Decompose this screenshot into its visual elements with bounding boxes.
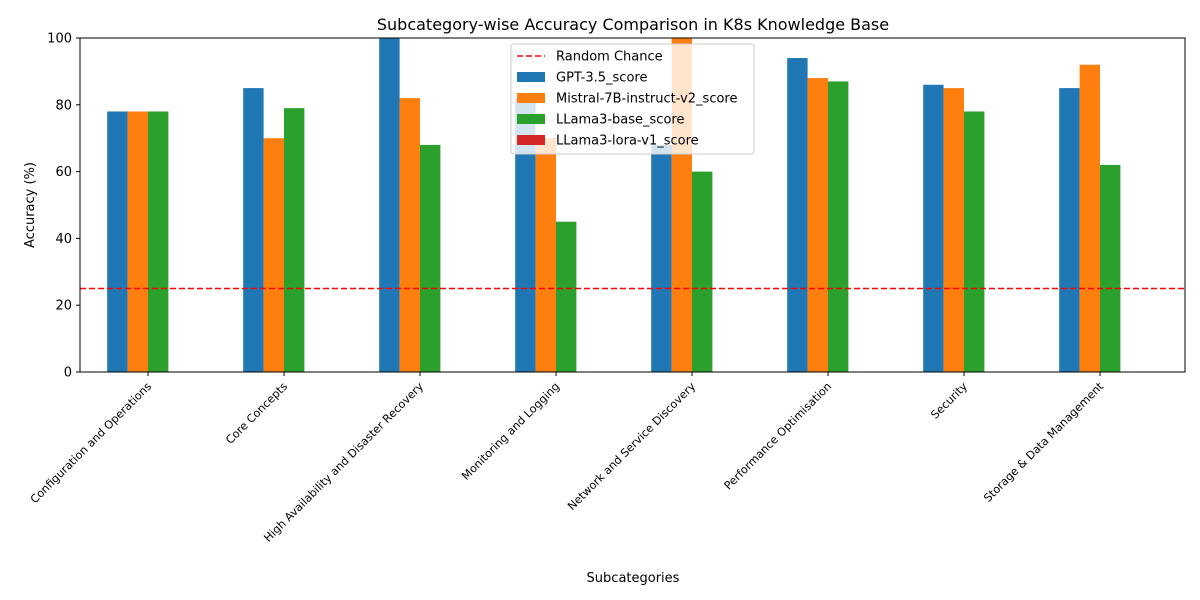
bar-GPT-3.5_score-6	[923, 84, 944, 372]
legend-swatch	[517, 93, 545, 103]
bar-Mistral-7B-instruct-v2_score-3	[535, 138, 556, 372]
chart-title: Subcategory-wise Accuracy Comparison in …	[377, 15, 889, 34]
bar-LLama3-base_score-7	[1100, 164, 1121, 372]
legend-label: Random Chance	[556, 50, 663, 65]
bar-LLama3-base_score-6	[964, 111, 985, 372]
bar-LLama3-base_score-4	[692, 171, 713, 372]
bar-LLama3-base_score-0	[148, 111, 169, 372]
legend-label: GPT-3.5_score	[556, 71, 647, 86]
x-tick-label: Core Concepts	[223, 380, 290, 447]
x-tick-label: Monitoring and Logging	[459, 380, 562, 483]
x-tick-label: Performance Optimisation	[722, 380, 834, 492]
bar-LLama3-base_score-3	[556, 221, 577, 372]
y-tick-label: 80	[55, 98, 72, 113]
y-tick-label: 100	[47, 32, 72, 47]
x-tick-label: Configuration and Operations	[28, 380, 154, 506]
legend-swatch	[517, 114, 545, 124]
y-axis-label: Accuracy (%)	[23, 162, 38, 248]
bar-GPT-3.5_score-4	[651, 144, 672, 372]
bar-GPT-3.5_score-5	[787, 58, 808, 372]
bar-Mistral-7B-instruct-v2_score-2	[399, 98, 420, 372]
plot-frame	[79, 37, 1186, 373]
bar-Mistral-7B-instruct-v2_score-7	[1079, 64, 1100, 372]
x-tick-label: High Availability and Disaster Recovery	[261, 380, 426, 545]
y-tick-label: 0	[64, 366, 72, 381]
bar-LLama3-base_score-5	[828, 81, 849, 372]
bar-GPT-3.5_score-0	[107, 111, 128, 372]
legend-swatch	[517, 135, 545, 145]
bar-GPT-3.5_score-2	[379, 38, 400, 372]
bar-LLama3-base_score-1	[284, 108, 305, 372]
y-tick-label: 20	[55, 299, 72, 314]
legend-swatch	[517, 72, 545, 82]
bar-LLama3-base_score-2	[420, 144, 441, 372]
bar-Mistral-7B-instruct-v2_score-1	[263, 138, 284, 372]
x-tick-label: Network and Service Discovery	[565, 380, 698, 513]
x-tick-label: Storage & Data Management	[981, 379, 1106, 504]
bar-Mistral-7B-instruct-v2_score-0	[127, 111, 148, 372]
legend-label: LLama3-base_score	[556, 113, 684, 128]
x-tick-label: Security	[928, 380, 970, 422]
bar-GPT-3.5_score-3	[515, 98, 536, 372]
x-axis-label: Subcategories	[587, 571, 680, 586]
y-tick-label: 60	[55, 165, 72, 180]
bars	[107, 38, 1121, 372]
legend-box	[510, 43, 755, 155]
bar-Mistral-7B-instruct-v2_score-6	[943, 88, 964, 372]
legend-label: LLama3-lora-v1_score	[556, 134, 699, 149]
legend: Random Chance GPT-3.5_score Mistral-7B-ins…	[510, 43, 755, 155]
y-tick-label: 40	[55, 232, 72, 247]
legend-label: Mistral-7B-instruct-v2_score	[556, 92, 737, 107]
bar-GPT-3.5_score-7	[1059, 88, 1080, 372]
bar-Mistral-7B-instruct-v2_score-5	[807, 78, 828, 372]
bar-GPT-3.5_score-1	[243, 88, 264, 372]
